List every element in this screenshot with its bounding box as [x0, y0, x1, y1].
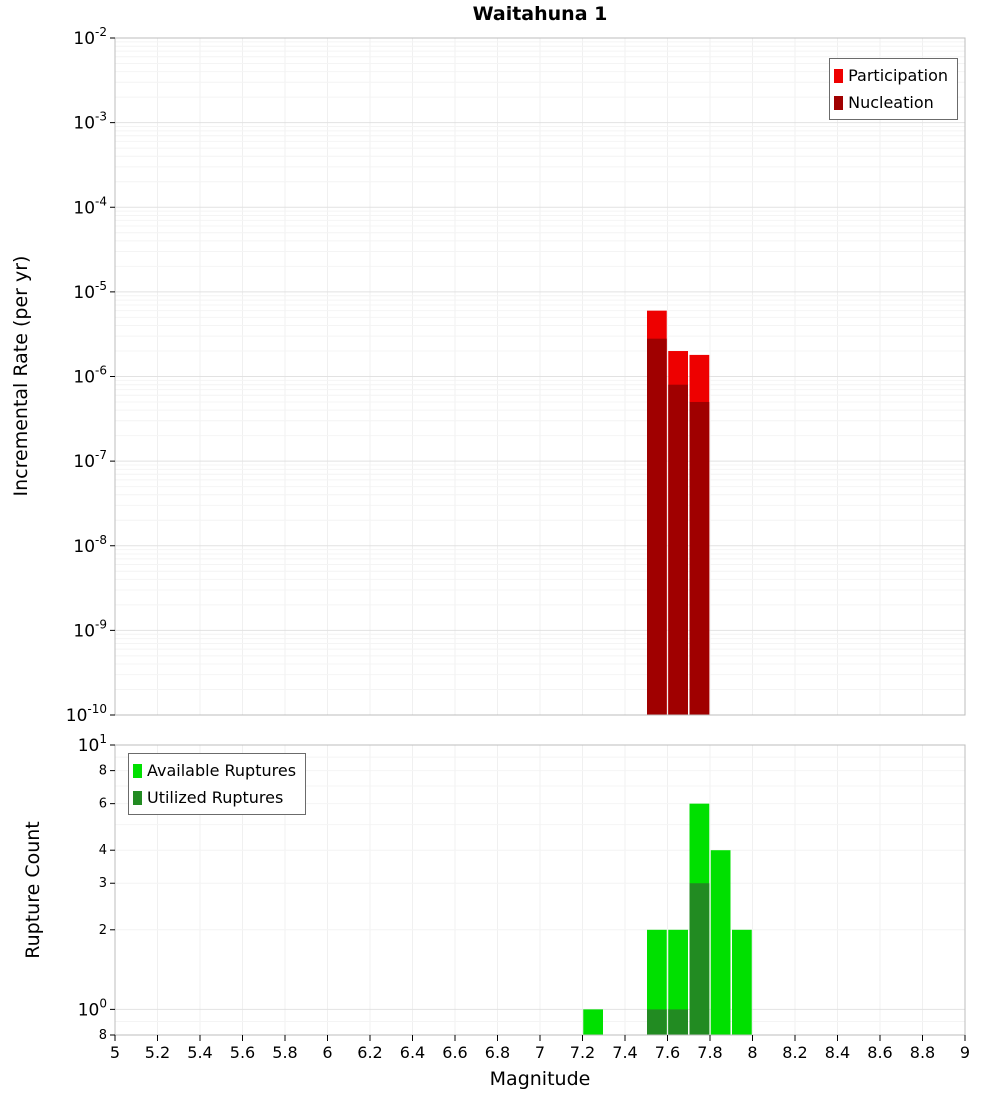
svg-text:8: 8: [747, 1043, 757, 1062]
svg-text:7.4: 7.4: [612, 1043, 637, 1062]
svg-text:9: 9: [960, 1043, 970, 1062]
svg-text:5.8: 5.8: [272, 1043, 297, 1062]
legend-item-utilized-ruptures: Utilized Ruptures: [133, 784, 296, 811]
y-axis-title-count: Rupture Count: [22, 821, 44, 959]
svg-text:6.6: 6.6: [442, 1043, 467, 1062]
svg-text:8: 8: [99, 764, 107, 779]
svg-text:5.2: 5.2: [145, 1043, 170, 1062]
legend-rate: Participation Nucleation: [829, 58, 958, 120]
svg-text:10-9: 10-9: [73, 617, 107, 641]
svg-text:10-5: 10-5: [73, 279, 107, 303]
svg-text:5: 5: [110, 1043, 120, 1062]
available-ruptures-swatch-icon: [133, 763, 142, 778]
svg-text:10-2: 10-2: [73, 25, 107, 49]
x-axis-title: Magnitude: [489, 1068, 591, 1090]
legend-label-participation: Participation: [848, 66, 948, 85]
bars-utilized-ruptures: [647, 883, 710, 1035]
svg-text:7: 7: [535, 1043, 545, 1062]
legend-item-available-ruptures: Available Ruptures: [133, 757, 296, 784]
legend-label-available-ruptures: Available Ruptures: [147, 761, 297, 780]
svg-text:3: 3: [99, 876, 107, 891]
svg-text:101: 101: [78, 732, 107, 756]
x-axis-ticks: 5 5.2 5.4 5.6 5.8 6 6.2 6.4 6.6 6.8 7 7.2 7.4 7.6 7.8 8…: [110, 1035, 970, 1062]
bars-nucleation: [647, 338, 710, 715]
svg-text:8.6: 8.6: [867, 1043, 892, 1062]
svg-text:10-6: 10-6: [73, 364, 107, 388]
svg-text:10-7: 10-7: [73, 448, 107, 472]
chart-title: Waitahuna 1: [472, 3, 608, 25]
legend-item-nucleation: Nucleation: [834, 89, 948, 116]
legend-ruptures: Available Ruptures Utilized Ruptures: [128, 753, 307, 815]
svg-text:2: 2: [99, 923, 107, 938]
legend-label-utilized-ruptures: Utilized Ruptures: [147, 788, 284, 807]
utilized-ruptures-swatch-icon: [133, 790, 142, 805]
svg-text:8: 8: [99, 1028, 107, 1043]
y-axis-title-rate: Incremental Rate (per yr): [10, 255, 32, 497]
svg-text:6: 6: [322, 1043, 332, 1062]
svg-text:6.2: 6.2: [357, 1043, 382, 1062]
svg-text:6.8: 6.8: [485, 1043, 510, 1062]
svg-text:100: 100: [78, 996, 107, 1020]
svg-text:7.8: 7.8: [697, 1043, 722, 1062]
svg-text:6.4: 6.4: [400, 1043, 425, 1062]
svg-text:5.6: 5.6: [230, 1043, 255, 1062]
svg-text:8.2: 8.2: [782, 1043, 807, 1062]
svg-text:10-3: 10-3: [73, 110, 107, 134]
svg-text:4: 4: [99, 843, 107, 858]
svg-text:7.6: 7.6: [655, 1043, 680, 1062]
svg-text:8.4: 8.4: [825, 1043, 850, 1062]
svg-text:10-4: 10-4: [73, 194, 107, 218]
legend-item-participation: Participation: [834, 62, 948, 89]
plot-0: 10-2 10-3 10-4 10-5 10-6 10-7 10-8 10-9 10-10: [66, 25, 966, 726]
participation-swatch-icon: [834, 68, 844, 83]
svg-text:5.4: 5.4: [187, 1043, 212, 1062]
y-axis-ticks: 101 8 6 4 3 2 100 8: [78, 732, 115, 1043]
legend-label-nucleation: Nucleation: [848, 93, 934, 112]
svg-text:10-8: 10-8: [73, 533, 107, 557]
svg-text:8.8: 8.8: [910, 1043, 935, 1062]
nucleation-swatch-icon: [834, 95, 844, 110]
svg-text:6: 6: [99, 797, 107, 812]
y-axis-ticks: 10-2 10-3 10-4 10-5 10-6 10-7 10-8 10-9 10-10: [66, 25, 115, 726]
svg-text:10-10: 10-10: [66, 702, 107, 726]
svg-text:7.2: 7.2: [570, 1043, 595, 1062]
